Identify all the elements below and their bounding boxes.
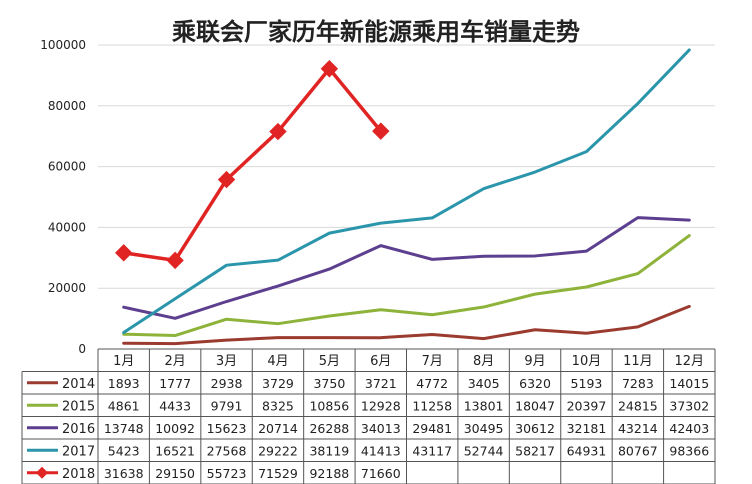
data-label: 3729 [262, 376, 294, 391]
legend-marker-2018 [36, 466, 48, 479]
data-label: 10092 [155, 421, 195, 436]
data-label: 3721 [365, 376, 397, 391]
x-tick-label: 7月 [422, 354, 443, 369]
data-label: 13748 [104, 421, 144, 436]
data-label: 55723 [207, 466, 247, 481]
data-label: 71529 [258, 466, 298, 481]
data-label: 43117 [412, 443, 452, 458]
legend-label: 2016 [62, 422, 95, 437]
data-label: 80767 [618, 443, 658, 458]
data-label: 92188 [309, 466, 349, 481]
data-label: 20397 [567, 398, 607, 413]
y-tick-label: 20000 [48, 281, 86, 295]
data-label: 32181 [567, 421, 607, 436]
data-point-2018 [115, 244, 133, 262]
data-label: 27568 [207, 443, 247, 458]
gridlines [98, 44, 715, 350]
data-point-2018 [166, 251, 184, 270]
data-label: 13801 [464, 398, 504, 413]
legend-label: 2017 [62, 444, 95, 459]
y-tick-label: 80000 [48, 99, 86, 113]
x-tick-label: 9月 [524, 354, 545, 369]
series-line-2017 [122, 48, 691, 335]
data-label: 1893 [108, 376, 140, 391]
data-table: 1月 2月 3月 4月 5月 6月 7月 8月 9月 10月 11月 12月 2014 1893 1777 2… [21, 348, 716, 484]
series-line-2018 [121, 66, 383, 263]
x-tick-label: 6月 [370, 354, 391, 369]
x-tick-label: 12月 [675, 354, 705, 369]
data-label: 58217 [515, 443, 555, 458]
y-tick-label: 0 [78, 342, 86, 356]
data-label: 71660 [361, 466, 401, 481]
data-label: 2938 [211, 376, 243, 391]
data-label: 5193 [571, 376, 603, 391]
data-label: 42403 [669, 421, 709, 436]
x-tick-label: 5月 [319, 354, 340, 369]
data-label: 12928 [361, 398, 401, 413]
data-point-2018 [320, 60, 339, 78]
data-label: 41413 [361, 443, 401, 458]
data-label: 8325 [262, 398, 294, 413]
x-tick-label: 1月 [113, 354, 134, 369]
data-label: 7283 [622, 376, 654, 391]
y-tick-label: 60000 [48, 160, 86, 174]
data-label: 20714 [258, 421, 298, 436]
data-label: 29222 [258, 443, 298, 458]
data-label: 24815 [618, 398, 658, 413]
legend-label: 2015 [62, 399, 95, 414]
series-line-2014 [122, 304, 691, 346]
data-point-2018 [372, 122, 390, 140]
data-label: 26288 [309, 421, 349, 436]
x-tick-label: 2月 [164, 354, 185, 369]
series-line-2015 [122, 234, 691, 338]
data-label: 5423 [108, 443, 140, 458]
data-label: 29481 [412, 421, 452, 436]
plot-area [115, 48, 691, 346]
data-label: 4433 [159, 398, 191, 413]
data-label: 9791 [211, 398, 243, 413]
data-label: 16521 [155, 443, 195, 458]
data-label: 37302 [669, 398, 709, 413]
data-label: 3750 [313, 376, 345, 391]
data-label: 30495 [464, 421, 504, 436]
data-label: 30612 [515, 421, 555, 436]
data-label: 34013 [361, 421, 401, 436]
data-point-2018 [217, 170, 236, 189]
data-label: 14015 [669, 376, 709, 391]
data-label: 6320 [519, 376, 551, 391]
data-label: 1777 [159, 376, 191, 391]
data-label: 52744 [464, 443, 504, 458]
chart-title: 乘联会厂家历年新能源乘用车销量走势 [171, 18, 580, 46]
data-label: 10856 [309, 398, 349, 413]
data-label: 43214 [618, 421, 658, 436]
y-axis-ticks: 0 20000 40000 60000 80000 100000 [40, 38, 86, 356]
data-point-2018 [269, 122, 287, 141]
data-label: 3405 [468, 376, 500, 391]
data-label: 64931 [567, 443, 607, 458]
y-tick-label: 40000 [48, 220, 86, 234]
legend-label: 2014 [62, 377, 95, 392]
data-label: 31638 [104, 466, 144, 481]
x-tick-label: 4月 [267, 354, 288, 369]
data-label: 29150 [155, 466, 195, 481]
data-label: 98366 [669, 443, 709, 458]
legend-label: 2018 [62, 467, 95, 482]
series-line-2016 [122, 216, 691, 320]
x-tick-label: 8月 [473, 354, 494, 369]
data-label: 4772 [416, 376, 448, 391]
data-label: 38119 [309, 443, 349, 458]
x-tick-label: 3月 [216, 354, 237, 369]
x-tick-label: 10月 [572, 354, 602, 369]
y-tick-label: 100000 [40, 38, 86, 52]
data-label: 4861 [108, 398, 140, 413]
data-label: 18047 [515, 398, 555, 413]
data-label: 11258 [412, 398, 452, 413]
x-tick-label: 11月 [623, 354, 653, 369]
data-label: 15623 [207, 421, 247, 436]
